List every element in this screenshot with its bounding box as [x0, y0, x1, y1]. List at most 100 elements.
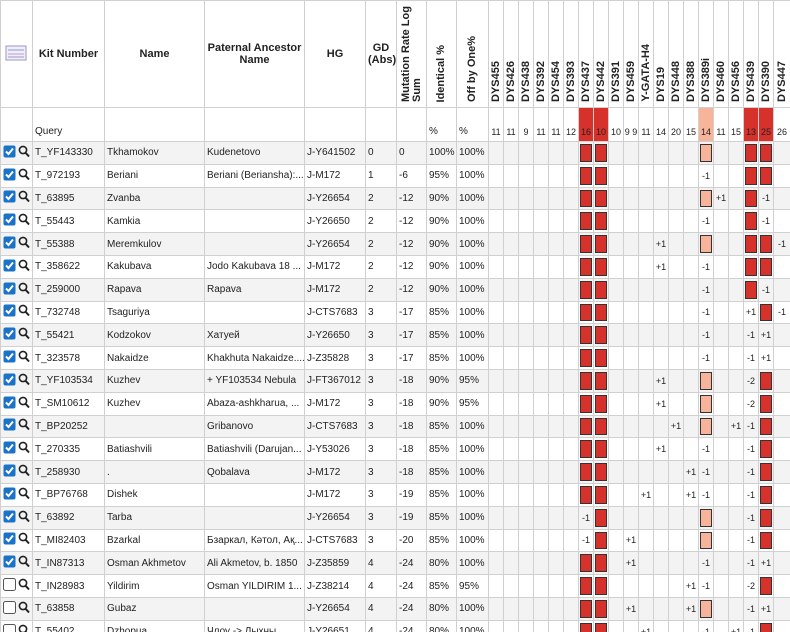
checkbox-checked[interactable]: [3, 350, 16, 366]
view-icon[interactable]: [18, 624, 30, 632]
checkbox-checked[interactable]: [3, 464, 16, 480]
marker-header-text: DYS442: [594, 61, 607, 102]
checkbox-checked[interactable]: [3, 282, 16, 298]
match-box: [745, 280, 757, 299]
marker-header[interactable]: DYS389i: [698, 0, 714, 108]
checkbox-checked[interactable]: [3, 145, 16, 161]
view-icon[interactable]: [18, 555, 30, 571]
marker-cell: [533, 437, 549, 462]
view-icon[interactable]: [18, 350, 30, 366]
match-box: [700, 508, 712, 527]
marker-cell: [698, 596, 714, 621]
checkbox-checked[interactable]: [3, 487, 16, 503]
marker-header[interactable]: DYS393: [563, 0, 579, 108]
column-header[interactable]: Kit Number: [32, 0, 105, 108]
identical-pct: 95%: [426, 163, 457, 188]
view-icon[interactable]: [18, 487, 30, 503]
marker-header[interactable]: DYS454: [548, 0, 564, 108]
view-icon[interactable]: [18, 259, 30, 275]
checkbox-checked[interactable]: [3, 213, 16, 229]
checkbox-checked[interactable]: [3, 236, 16, 252]
name: Gubaz: [104, 596, 205, 621]
marker-cell: [623, 186, 639, 211]
checkbox-checked[interactable]: [3, 418, 16, 434]
marker-header[interactable]: DYS439: [743, 0, 759, 108]
marker-header[interactable]: DYS19: [653, 0, 669, 108]
checkbox-checked[interactable]: [3, 396, 16, 412]
checkbox-unchecked[interactable]: [3, 578, 16, 594]
checkbox-checked[interactable]: [3, 532, 16, 548]
marker-cell: +1: [638, 619, 654, 632]
view-icon[interactable]: [18, 464, 30, 480]
marker-cell: +1: [758, 596, 774, 621]
marker-cell: [623, 163, 639, 188]
checkbox-unchecked[interactable]: [3, 600, 16, 617]
marker-cell: [488, 619, 504, 632]
identical-pct: 100%: [426, 141, 457, 165]
view-icon[interactable]: [18, 305, 30, 320]
column-header[interactable]: Identical %: [426, 0, 457, 108]
marker-header[interactable]: DYS388: [683, 0, 699, 108]
view-icon[interactable]: [18, 327, 30, 343]
checkbox-checked[interactable]: [3, 259, 16, 275]
marker-cell: [743, 254, 759, 279]
name: Dishek: [104, 482, 205, 507]
checkbox-checked[interactable]: [3, 304, 16, 320]
column-header[interactable]: Off by One%: [456, 0, 489, 108]
marker-header[interactable]: DYS392: [533, 0, 549, 108]
checkbox-checked[interactable]: [3, 168, 16, 184]
checkbox-checked[interactable]: [3, 555, 16, 571]
marker-header[interactable]: DYS456: [728, 0, 744, 108]
marker-header[interactable]: DYS448: [668, 0, 684, 108]
identical-pct: 90%: [426, 232, 457, 256]
column-header[interactable]: Name: [104, 0, 205, 108]
marker-header[interactable]: DYS447: [773, 0, 790, 108]
query-off-by-one: %: [456, 107, 489, 142]
view-icon[interactable]: [18, 236, 30, 252]
view-icon[interactable]: [18, 213, 30, 229]
marker-header[interactable]: DYS459: [623, 0, 639, 108]
identical-pct: 85%: [426, 574, 457, 598]
paternal-ancestor: [204, 596, 305, 621]
view-icon[interactable]: [18, 282, 30, 298]
marker-cell: [488, 482, 504, 507]
view-icon[interactable]: [18, 145, 30, 161]
view-icon[interactable]: [18, 191, 30, 206]
column-header[interactable]: GD (Abs): [365, 0, 397, 108]
checkbox-unchecked[interactable]: [3, 623, 16, 632]
view-icon[interactable]: [18, 396, 30, 412]
name: Tkhamokov: [104, 141, 205, 165]
result-row: T_63892 Tarba J-Y26654 3 -19 85% 100% -1 -1: [0, 505, 790, 530]
marker-cell: [608, 414, 624, 439]
view-icon[interactable]: [18, 578, 30, 594]
view-icon[interactable]: [18, 441, 30, 457]
marker-header[interactable]: DYS391: [608, 0, 624, 108]
marker-header[interactable]: Y-GATA-H4: [638, 0, 654, 108]
marker-header[interactable]: DYS438: [518, 0, 534, 108]
checkbox-checked[interactable]: [3, 327, 16, 343]
column-header[interactable]: HG: [304, 0, 366, 108]
view-icon[interactable]: [18, 168, 30, 184]
marker-header[interactable]: DYS390: [758, 0, 774, 108]
query-marker: 25: [758, 107, 774, 142]
checkbox-checked[interactable]: [3, 441, 16, 457]
table-icon: [5, 45, 26, 60]
view-icon[interactable]: [18, 533, 30, 548]
marker-cell: [773, 391, 790, 416]
match-box: [580, 554, 592, 573]
view-icon[interactable]: [18, 419, 30, 434]
view-icon[interactable]: [18, 510, 30, 526]
column-header[interactable]: Paternal Ancestor Name: [204, 0, 305, 108]
marker-header[interactable]: DYS460: [713, 0, 729, 108]
marker-cell: [683, 551, 699, 576]
marker-header[interactable]: DYS455: [488, 0, 504, 108]
marker-header[interactable]: DYS442: [593, 0, 609, 108]
marker-header[interactable]: DYS437: [578, 0, 594, 108]
checkbox-checked[interactable]: [3, 373, 16, 389]
view-icon[interactable]: [18, 373, 30, 389]
checkbox-checked[interactable]: [3, 190, 16, 206]
marker-header[interactable]: DYS426: [503, 0, 519, 108]
checkbox-checked[interactable]: [3, 510, 16, 526]
column-header[interactable]: Mutation Rate Log Sum: [396, 0, 427, 108]
view-icon[interactable]: [18, 601, 30, 617]
